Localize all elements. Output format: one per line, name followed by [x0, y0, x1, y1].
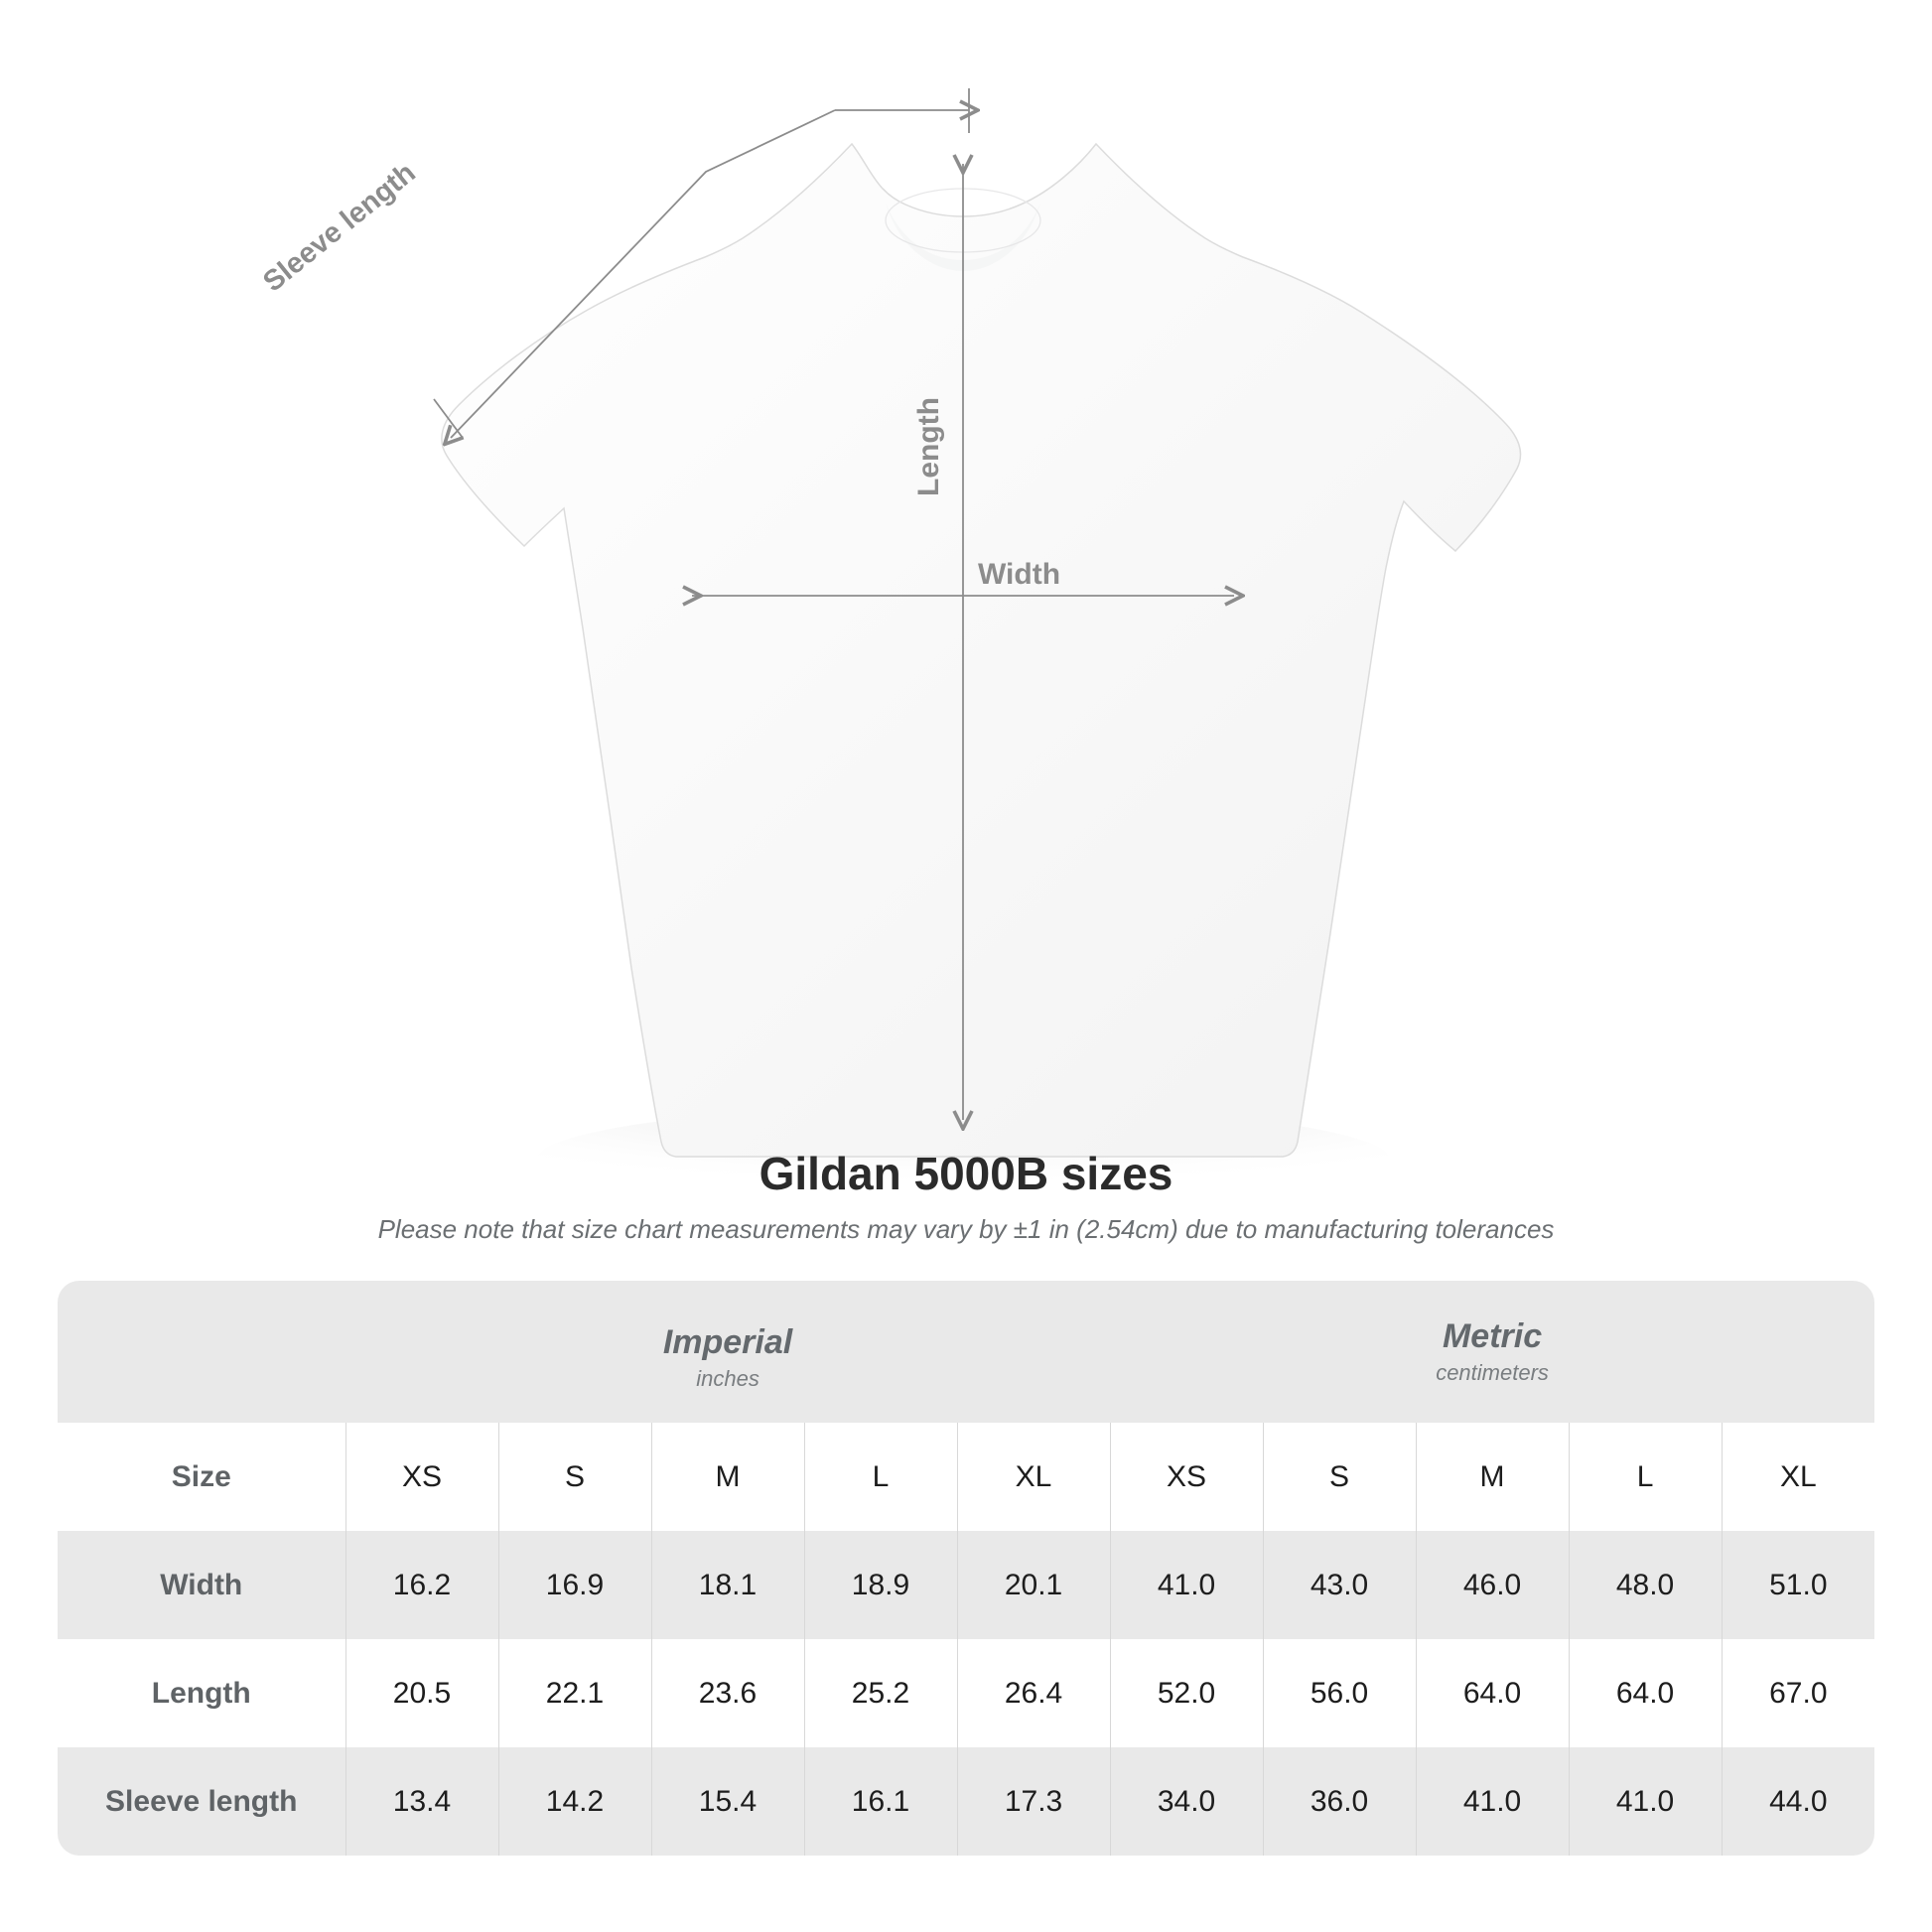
svg-text:Sleeve length: Sleeve length	[257, 157, 421, 299]
svg-text:Width: Width	[978, 558, 1060, 591]
svg-text:Length: Length	[912, 397, 945, 496]
